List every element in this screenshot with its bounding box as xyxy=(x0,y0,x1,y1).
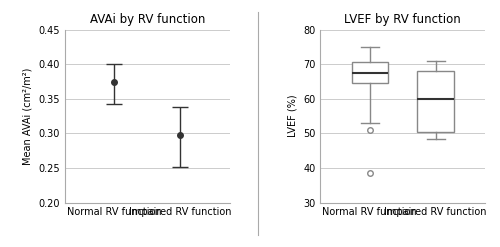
Title: AVAi by RV function: AVAi by RV function xyxy=(90,13,205,26)
PathPatch shape xyxy=(418,71,454,132)
Y-axis label: LVEF (%): LVEF (%) xyxy=(288,95,298,137)
Title: LVEF by RV function: LVEF by RV function xyxy=(344,13,461,26)
Y-axis label: Mean AVAi (cm²/m²): Mean AVAi (cm²/m²) xyxy=(23,67,33,165)
PathPatch shape xyxy=(352,62,388,83)
